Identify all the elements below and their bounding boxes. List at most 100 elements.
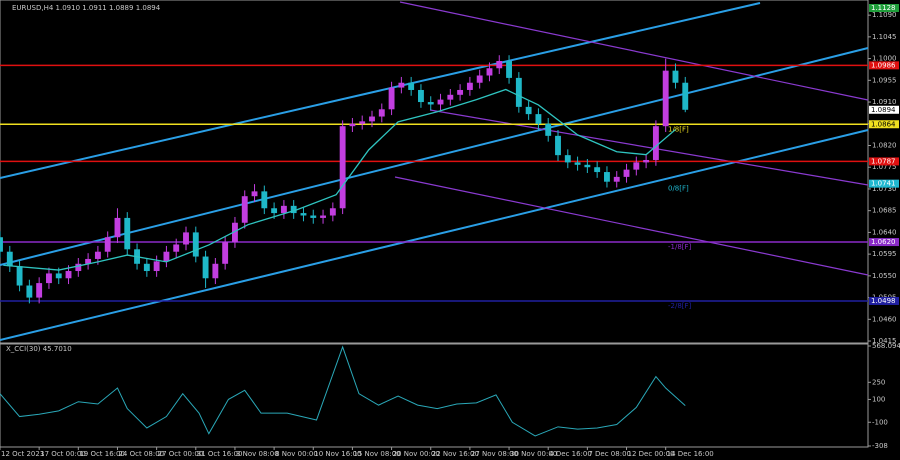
level-tag: 1/8[F] bbox=[668, 125, 689, 133]
candle-body bbox=[251, 191, 258, 197]
candle-body bbox=[369, 116, 375, 122]
channel-line bbox=[0, 129, 869, 341]
y-tick-label: 1.0460 bbox=[872, 315, 897, 323]
y-tick-label: 1.0640 bbox=[872, 228, 897, 236]
candle-body bbox=[515, 77, 522, 107]
x-tick-label: 17 Oct 00:00 bbox=[40, 450, 86, 458]
candle-body bbox=[466, 82, 473, 90]
level-box bbox=[869, 157, 899, 166]
x-tick-label: 27 Oct 00:00 bbox=[158, 450, 204, 458]
candle-body bbox=[613, 176, 620, 182]
candle-body bbox=[564, 155, 571, 163]
y-tick-label: 1.1045 bbox=[872, 33, 897, 41]
candle-body bbox=[643, 159, 650, 163]
candle-body bbox=[153, 261, 160, 272]
y-tick-label: 250 bbox=[872, 378, 885, 386]
y-tick-label: 1.0730 bbox=[872, 185, 897, 193]
x-tick-label: 24 Oct 08:00 bbox=[118, 450, 164, 458]
y-tick-label: -308 bbox=[872, 442, 888, 450]
candle-body bbox=[310, 215, 317, 218]
y-tick-label: 1.1090 bbox=[872, 11, 897, 19]
x-tick-label: 12 Oct 2023 bbox=[1, 450, 44, 458]
candle-body bbox=[427, 102, 434, 105]
level-box bbox=[869, 105, 899, 114]
candle-body bbox=[212, 263, 219, 279]
y-tick-label: 1.0595 bbox=[872, 250, 897, 258]
level-box bbox=[869, 179, 899, 188]
candle-body bbox=[555, 135, 561, 156]
x-tick-label: 27 Nov 08:00 bbox=[471, 450, 518, 458]
candle-body bbox=[339, 126, 346, 209]
level-label: 1.0620 bbox=[871, 238, 896, 246]
level-label: 1.1128 bbox=[871, 4, 896, 12]
candle-body bbox=[652, 126, 659, 160]
level-box bbox=[869, 4, 899, 12]
candle-body bbox=[290, 205, 297, 214]
candle-body bbox=[672, 70, 679, 83]
candle-body bbox=[398, 82, 405, 88]
indicator-title: X_CCI(30) 45.7010 bbox=[6, 345, 72, 353]
candle-body bbox=[584, 164, 591, 168]
candle-body bbox=[114, 217, 121, 238]
level-label: 1.0787 bbox=[871, 157, 896, 165]
trend-line bbox=[394, 176, 869, 276]
candle-body bbox=[545, 123, 552, 136]
y-tick-label: 100 bbox=[872, 395, 885, 403]
candle-body bbox=[486, 68, 493, 76]
channel-line bbox=[0, 2, 761, 179]
candle-body bbox=[300, 213, 307, 216]
trend-line bbox=[399, 1, 869, 101]
candle-body bbox=[241, 196, 248, 223]
trend-lines bbox=[394, 1, 869, 276]
candle-body bbox=[604, 172, 610, 182]
candle-body bbox=[192, 232, 199, 257]
y-tick-label: 1.0955 bbox=[872, 76, 897, 84]
x-tick-label: 31 Oct 16:00 bbox=[197, 450, 243, 458]
candle-body bbox=[388, 87, 395, 110]
candle-body bbox=[0, 237, 3, 252]
candle-body bbox=[408, 82, 415, 90]
y-tick-label: 1.1000 bbox=[872, 55, 897, 63]
x-tick-label: 15 Nov 08:00 bbox=[353, 450, 400, 458]
candle-body bbox=[280, 205, 287, 214]
x-tick-label: 4 Dec 16:00 bbox=[549, 450, 592, 458]
level-tag: -2/8[F] bbox=[668, 302, 692, 310]
candle-body bbox=[85, 258, 92, 264]
candle-body bbox=[55, 273, 62, 279]
candle-body bbox=[46, 273, 52, 284]
candle-body bbox=[359, 121, 366, 124]
indicator-line bbox=[0, 345, 686, 437]
candle-body bbox=[232, 222, 238, 243]
level-box bbox=[869, 61, 899, 70]
candle-body bbox=[623, 169, 630, 177]
candle-body bbox=[349, 123, 356, 127]
level-label: 1.0741 bbox=[871, 180, 896, 188]
candle-body bbox=[447, 94, 454, 100]
level-label: 1.0986 bbox=[871, 61, 896, 69]
candle-body bbox=[662, 70, 669, 127]
level-label: 1.0498 bbox=[871, 297, 896, 305]
candle-body bbox=[6, 251, 13, 267]
level-tag: -1/8[F] bbox=[668, 243, 692, 251]
price-frame bbox=[0, 0, 869, 344]
candle-body bbox=[183, 232, 189, 245]
candle-body bbox=[633, 162, 640, 170]
candle-body bbox=[320, 215, 326, 218]
candle-body bbox=[65, 271, 72, 279]
candle-body bbox=[437, 99, 444, 105]
x-tick-label: 20 Nov 00:00 bbox=[393, 450, 440, 458]
candle-body bbox=[26, 285, 33, 298]
cci-frame bbox=[0, 343, 869, 448]
candle-body bbox=[222, 242, 229, 264]
candle-body bbox=[476, 75, 483, 83]
candle-body bbox=[173, 244, 180, 252]
x-tick-label: 14 Dec 16:00 bbox=[667, 450, 714, 458]
channel-lines bbox=[0, 2, 869, 341]
candle-body bbox=[261, 191, 268, 209]
level-box bbox=[869, 238, 899, 247]
candle-body bbox=[594, 167, 601, 173]
y-tick-label: 1.0775 bbox=[872, 163, 897, 171]
y-tick-label: 1.0685 bbox=[872, 207, 897, 215]
